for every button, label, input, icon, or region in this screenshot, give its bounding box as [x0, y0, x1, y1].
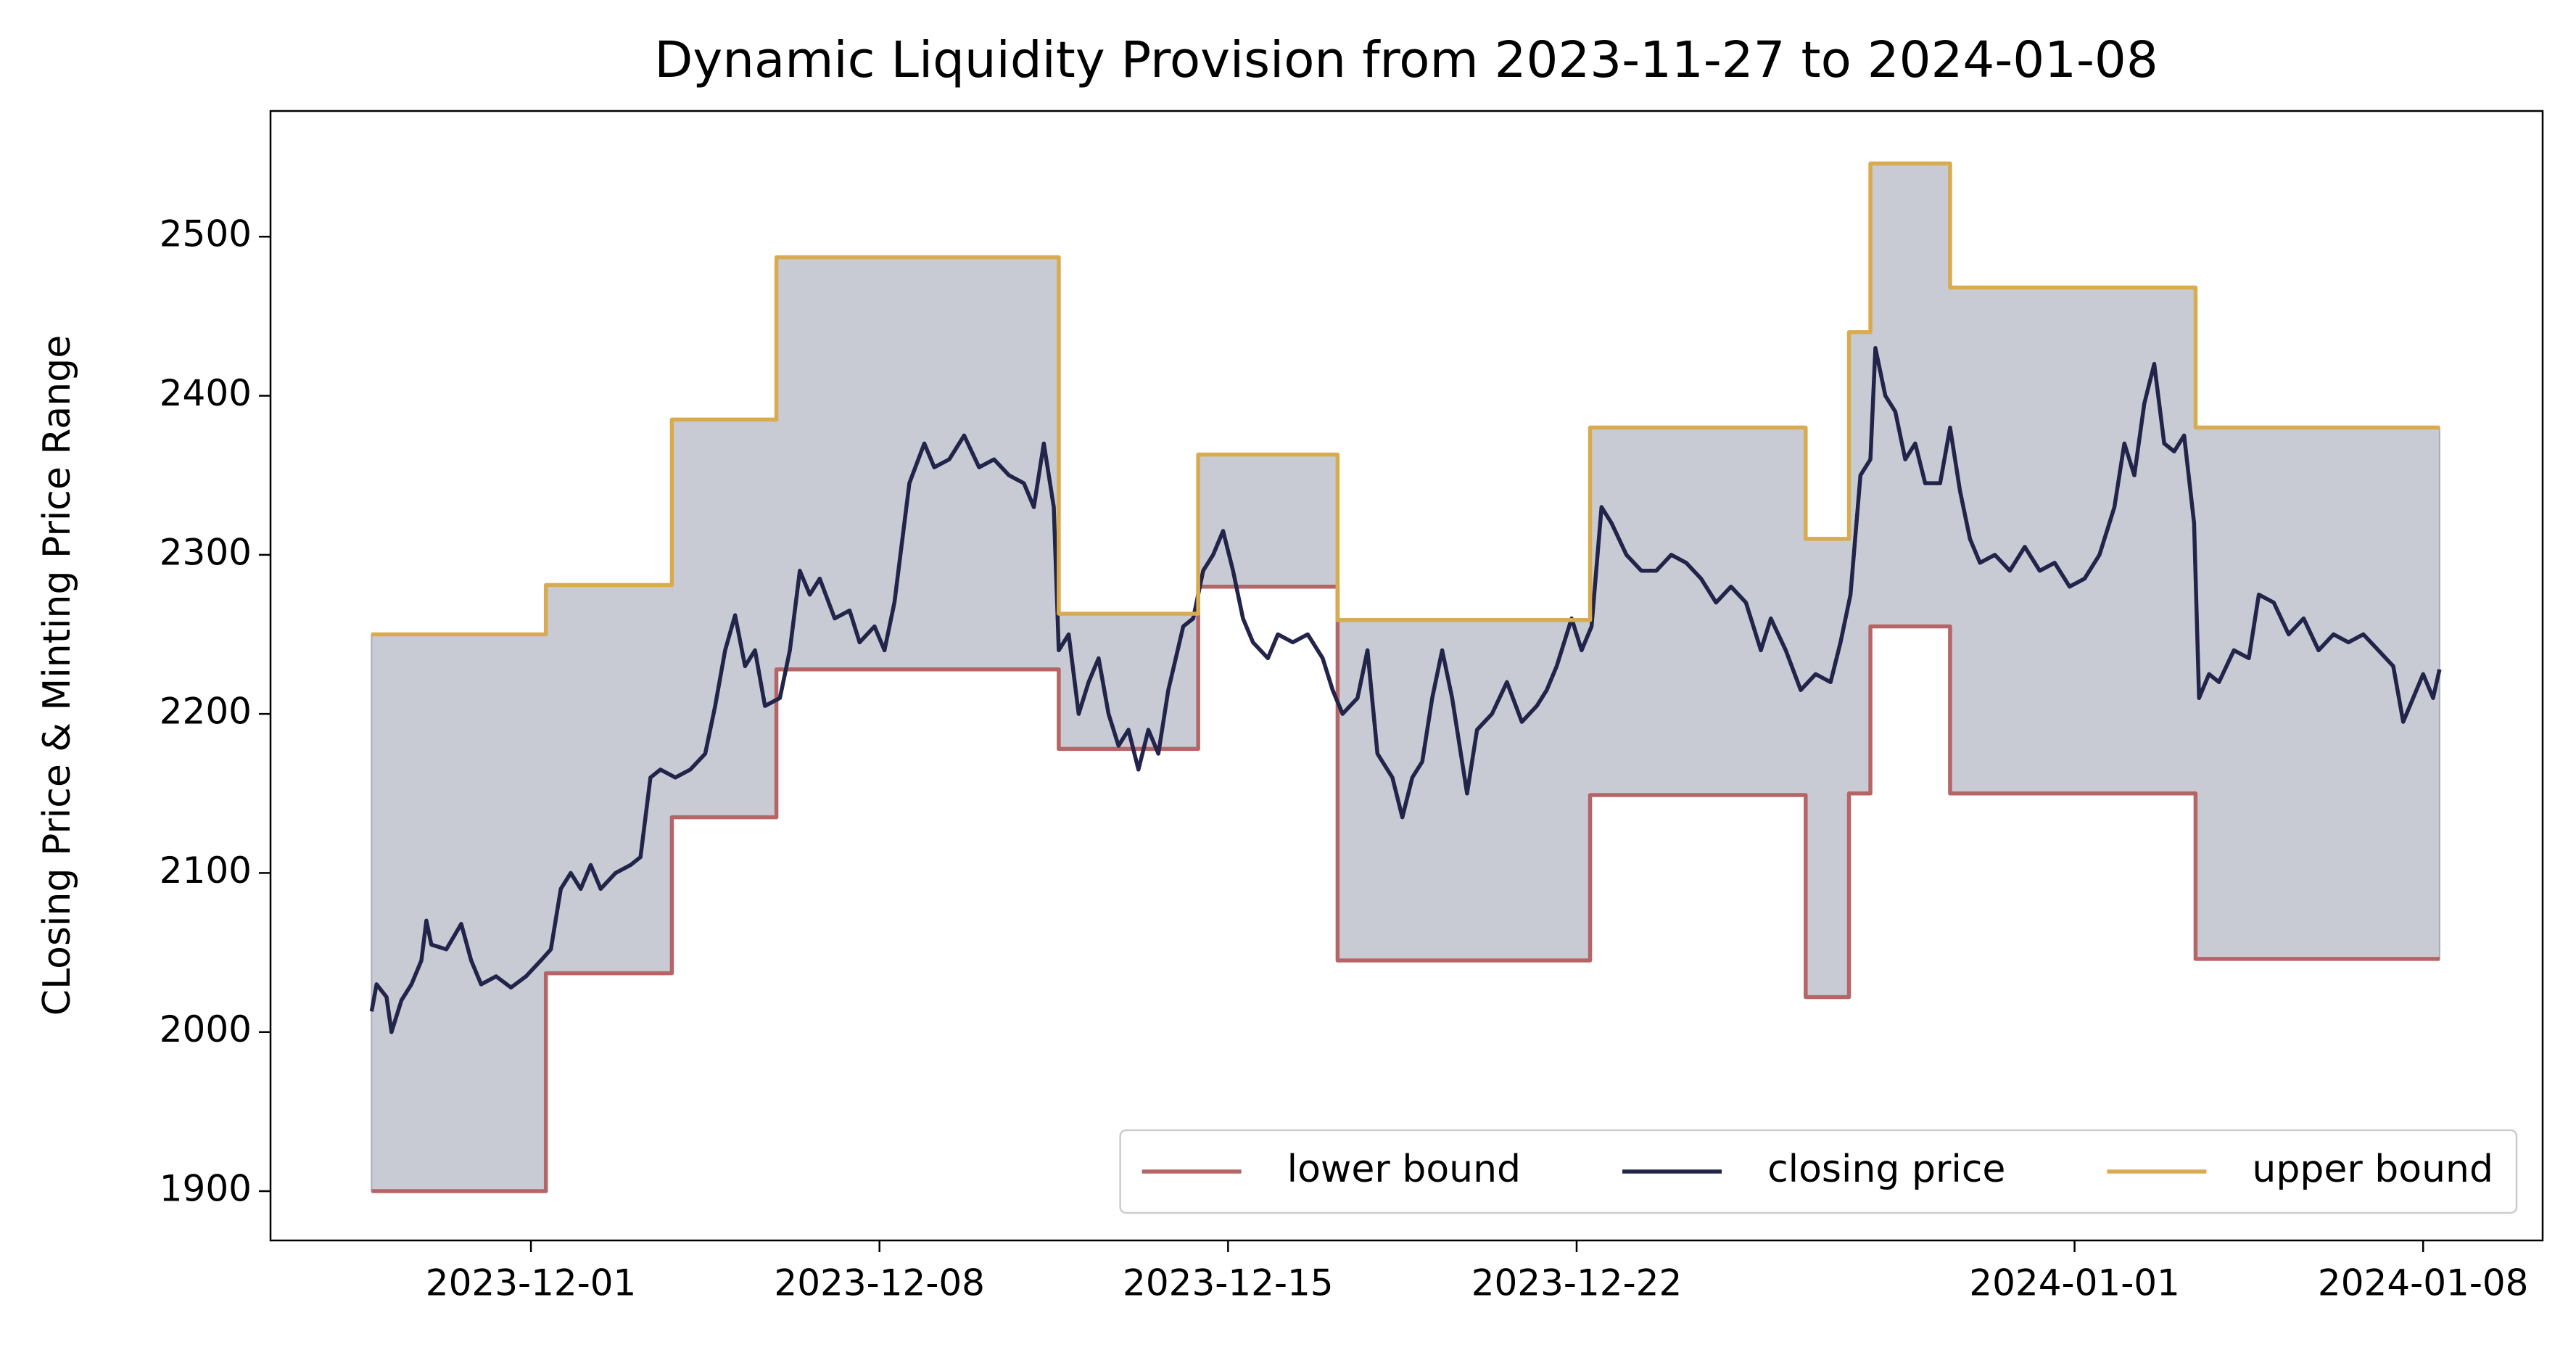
x-tick-label: 2023-12-01	[426, 1262, 637, 1304]
legend-label: closing price	[1767, 1148, 2005, 1191]
legend-label: upper bound	[2252, 1148, 2493, 1191]
series-line	[369, 346, 2442, 1034]
y-tick-label: 2100	[160, 849, 252, 892]
plot-frame	[269, 110, 2544, 1242]
y-tick-label: 2200	[160, 691, 252, 733]
legend-label: lower bound	[1287, 1148, 1521, 1191]
series-line	[371, 161, 2440, 637]
y-tick-label: 2400	[160, 372, 252, 414]
chart-title: Dynamic Liquidity Provision from 2023-11…	[654, 31, 2158, 89]
x-tick-label: 2024-01-08	[2318, 1262, 2529, 1304]
y-tick-label: 1900	[160, 1168, 252, 1210]
y-tick-label: 2000	[160, 1008, 252, 1050]
y-axis-label: CLosing Price & Minting Price Range	[36, 335, 79, 1016]
range-fill	[371, 162, 2440, 1193]
x-tick-label: 2023-12-22	[1471, 1262, 1683, 1304]
x-tick-label: 2024-01-01	[1969, 1262, 2180, 1304]
legend: lower bound closing price upper bound	[1119, 1129, 2518, 1214]
x-tick-label: 2023-12-15	[1123, 1262, 1334, 1304]
x-tick-label: 2023-12-08	[774, 1262, 985, 1304]
y-tick-label: 2300	[160, 531, 252, 573]
y-tick-label: 2500	[160, 213, 252, 255]
series-line	[371, 584, 2440, 1193]
legend-box	[1119, 1129, 2518, 1214]
